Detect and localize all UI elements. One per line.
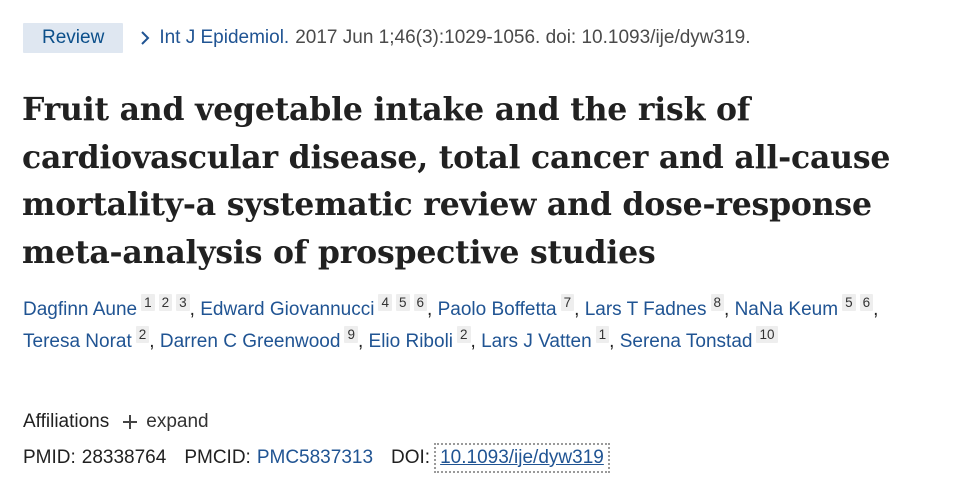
author-item: Edward Giovannucci 4 5 6 <box>200 294 428 320</box>
affiliations-expand-button[interactable]: expand <box>123 408 209 436</box>
affiliation-ref[interactable]: 9 <box>344 326 358 343</box>
author-name[interactable]: Lars J Vatten <box>481 331 592 352</box>
affiliation-ref[interactable]: 4 <box>378 294 392 311</box>
plus-icon <box>123 415 138 429</box>
author-item: Lars J Vatten 1 <box>481 326 610 352</box>
author-separator: , <box>149 331 160 352</box>
author-separator: , <box>189 299 201 320</box>
author-item: Elio Riboli 2 <box>368 326 471 352</box>
author-separator: , <box>873 299 879 320</box>
article-title: Fruit and vegetable intake and the risk … <box>22 91 891 271</box>
author-name[interactable]: Elio Riboli <box>368 331 454 352</box>
author-item: NaNa Keum 5 6 <box>734 294 874 320</box>
affiliation-ref[interactable]: 1 <box>595 326 610 343</box>
affiliation-ref[interactable]: 8 <box>710 294 725 311</box>
pmid-value: 28338764 <box>81 447 167 468</box>
publication-type-badge[interactable]: Review <box>23 23 124 53</box>
pmcid-label: PMCID: <box>184 447 251 468</box>
affiliation-ref[interactable]: 6 <box>859 294 874 311</box>
identifiers-row: PMID: 28338764 PMCID: PMC5837313 DOI: 10… <box>23 443 628 473</box>
author-item: Lars T Fadnes 8 <box>584 294 725 320</box>
affiliation-ref[interactable]: 6 <box>413 294 428 311</box>
affiliation-ref[interactable]: 3 <box>176 294 190 311</box>
author-name[interactable]: Dagfinn Aune <box>23 299 138 320</box>
affiliations-label: Affiliations <box>23 411 110 432</box>
affiliation-ref[interactable]: 5 <box>842 294 856 311</box>
author-name[interactable]: Teresa Norat <box>23 331 132 352</box>
author-name[interactable]: Paolo Boffetta <box>437 299 557 320</box>
author-separator: , <box>470 331 482 352</box>
affiliations-row: Affiliations expand <box>23 408 209 436</box>
affiliation-ref[interactable]: 2 <box>158 294 173 311</box>
author-separator: , <box>724 299 735 320</box>
pmid-group: PMID: 28338764 <box>23 444 166 472</box>
journal-link[interactable]: Int J Epidemiol. <box>159 27 290 48</box>
pmid-label: PMID: <box>23 447 76 468</box>
author-separator: , <box>574 299 585 320</box>
authors-list: Dagfinn Aune 1 2 3, Edward Giovannucci 4 5 6, … <box>23 294 923 358</box>
pmcid-link[interactable]: PMC5837313 <box>256 447 374 468</box>
affiliation-ref[interactable]: 7 <box>560 294 575 311</box>
doi-group: DOI: 10.1093/ije/dyw319 <box>391 443 610 473</box>
author-item: Darren C Greenwood 9 <box>159 326 358 352</box>
doi-label: DOI: <box>391 447 431 468</box>
author-separator: , <box>357 331 369 352</box>
chevron-right-icon[interactable] <box>139 28 151 48</box>
affiliation-ref[interactable]: 2 <box>135 326 150 343</box>
author-name[interactable]: NaNa Keum <box>734 299 839 320</box>
author-separator: , <box>427 299 438 320</box>
expand-label: expand <box>146 411 209 432</box>
doi-link[interactable]: 10.1093/ije/dyw319 <box>434 443 610 473</box>
citation-text: 2017 Jun 1;46(3):1029-1056. doi: 10.1093… <box>295 27 751 48</box>
author-item: Paolo Boffetta 7 <box>437 294 575 320</box>
affiliation-ref[interactable]: 1 <box>141 294 155 311</box>
affiliation-ref[interactable]: 5 <box>395 294 410 311</box>
author-name[interactable]: Darren C Greenwood <box>159 331 341 352</box>
author-separator: , <box>609 331 620 352</box>
author-name[interactable]: Serena Tonstad <box>619 331 753 352</box>
author-name[interactable]: Lars T Fadnes <box>584 299 707 320</box>
citation-line: Review Int J Epidemiol. 2017 Jun 1;46(3)… <box>23 23 751 53</box>
affiliation-ref[interactable]: 2 <box>457 326 471 343</box>
author-name[interactable]: Edward Giovannucci <box>200 299 375 320</box>
pmcid-group: PMCID: PMC5837313 <box>184 444 373 472</box>
affiliation-ref[interactable]: 10 <box>756 326 778 343</box>
author-item: Teresa Norat 2 <box>23 326 150 352</box>
author-item: Serena Tonstad 10 <box>619 326 778 352</box>
author-item: Dagfinn Aune 1 2 3 <box>23 294 190 320</box>
